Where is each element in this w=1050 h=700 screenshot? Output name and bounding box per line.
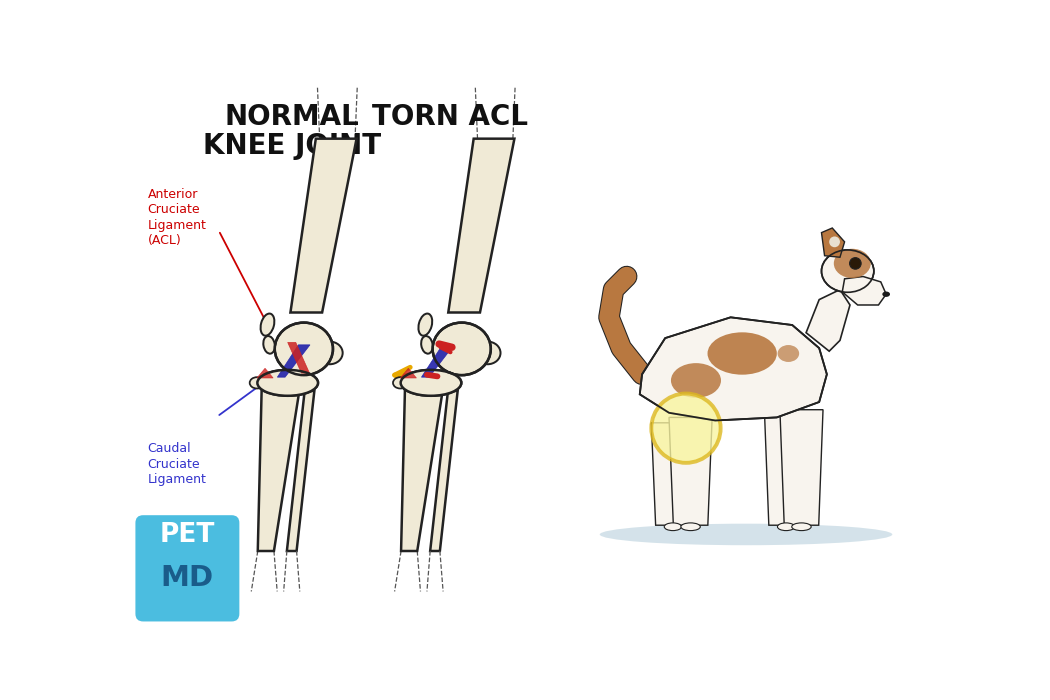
Circle shape — [849, 258, 861, 270]
Ellipse shape — [777, 523, 795, 531]
Polygon shape — [764, 413, 807, 525]
Circle shape — [830, 237, 840, 247]
Polygon shape — [421, 345, 454, 377]
Text: Anterior
Cruciate
Ligament
(ACL): Anterior Cruciate Ligament (ACL) — [148, 188, 207, 248]
Ellipse shape — [778, 345, 799, 362]
Polygon shape — [257, 383, 300, 551]
Ellipse shape — [257, 370, 318, 395]
Circle shape — [651, 393, 720, 463]
Text: NORMAL
KNEE JOINT: NORMAL KNEE JOINT — [203, 103, 381, 160]
Ellipse shape — [600, 524, 892, 545]
Text: TORN ACL: TORN ACL — [372, 103, 527, 132]
Text: MD: MD — [161, 564, 214, 592]
Ellipse shape — [317, 342, 342, 364]
Polygon shape — [448, 139, 514, 312]
Ellipse shape — [401, 370, 461, 395]
Ellipse shape — [882, 291, 890, 297]
Polygon shape — [821, 228, 844, 258]
Ellipse shape — [665, 523, 681, 531]
Ellipse shape — [475, 342, 501, 364]
Ellipse shape — [401, 370, 461, 395]
Text: PET: PET — [160, 522, 215, 547]
Ellipse shape — [433, 323, 490, 375]
Ellipse shape — [792, 523, 812, 531]
Ellipse shape — [671, 363, 721, 398]
Ellipse shape — [435, 326, 488, 371]
Polygon shape — [400, 368, 417, 378]
Ellipse shape — [821, 250, 874, 293]
Polygon shape — [291, 139, 357, 312]
Ellipse shape — [260, 314, 274, 336]
Ellipse shape — [257, 370, 318, 395]
Polygon shape — [639, 317, 827, 421]
Ellipse shape — [421, 336, 433, 354]
Ellipse shape — [708, 332, 777, 375]
Polygon shape — [430, 391, 458, 551]
Ellipse shape — [680, 523, 700, 531]
Text: Caudal
Cruciate
Ligament: Caudal Cruciate Ligament — [148, 442, 207, 486]
Ellipse shape — [277, 326, 331, 371]
Ellipse shape — [393, 377, 407, 388]
Ellipse shape — [250, 377, 265, 388]
Polygon shape — [277, 345, 310, 377]
Ellipse shape — [264, 336, 275, 354]
Ellipse shape — [834, 248, 870, 278]
Polygon shape — [780, 410, 823, 525]
Polygon shape — [401, 383, 444, 551]
Polygon shape — [257, 368, 273, 378]
Polygon shape — [669, 417, 712, 525]
Polygon shape — [651, 423, 694, 525]
Ellipse shape — [418, 314, 433, 336]
Polygon shape — [288, 342, 310, 373]
Ellipse shape — [275, 323, 333, 375]
Polygon shape — [287, 391, 314, 551]
FancyBboxPatch shape — [135, 515, 239, 622]
Polygon shape — [842, 276, 886, 305]
Polygon shape — [806, 290, 849, 351]
